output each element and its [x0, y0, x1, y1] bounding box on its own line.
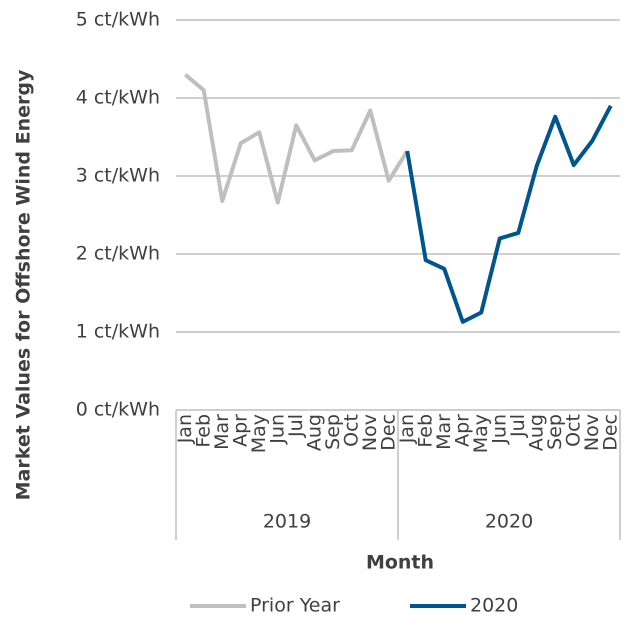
- series-line: [405, 104, 613, 324]
- x-tick-label: Dec: [599, 414, 621, 451]
- x-tick-label: Mar: [433, 414, 455, 450]
- y-tick-label: 2 ct/kWh: [76, 243, 160, 265]
- x-tick-label: Jun: [266, 414, 288, 445]
- legend-label: 2020: [470, 595, 518, 617]
- legend-label: Prior Year: [250, 595, 340, 617]
- x-tick-label: Sep: [322, 414, 344, 450]
- y-axis-label: Market Values for Offshore Wind Energy: [13, 69, 35, 500]
- x-tick-label: Apr: [229, 414, 251, 447]
- x-axis-label: Month: [366, 552, 434, 574]
- x-tick-label: Oct: [562, 414, 584, 447]
- x-tick-label: Dec: [377, 414, 399, 451]
- x-tick-label: Feb: [192, 414, 214, 448]
- y-tick-label: 1 ct/kWh: [76, 321, 160, 343]
- group-label: 2020: [485, 511, 533, 533]
- x-tick-label: Aug: [525, 414, 547, 451]
- x-tick-label: Sep: [544, 414, 566, 450]
- x-tick-label: May: [470, 414, 492, 453]
- x-tick-label: Apr: [451, 414, 473, 447]
- series-line: [183, 73, 409, 205]
- x-tick-label: Mar: [211, 414, 233, 450]
- y-tick-label: 0 ct/kWh: [76, 399, 160, 421]
- x-tick-label: Jun: [488, 414, 510, 445]
- x-tick-label: Jul: [285, 414, 307, 438]
- y-tick-label: 5 ct/kWh: [76, 9, 160, 31]
- group-label: 2019: [263, 511, 311, 533]
- x-tick-label: Aug: [303, 414, 325, 451]
- y-tick-label: 3 ct/kWh: [76, 165, 160, 187]
- x-tick-label: Jul: [507, 414, 529, 438]
- x-tick-label: Nov: [581, 414, 603, 451]
- x-tick-label: May: [248, 414, 270, 453]
- x-tick-label: Feb: [414, 414, 436, 448]
- x-tick-label: Oct: [340, 414, 362, 447]
- x-tick-label: Jan: [174, 414, 196, 444]
- x-tick-label: Nov: [359, 414, 381, 451]
- x-tick-label: Jan: [396, 414, 418, 444]
- y-tick-label: 4 ct/kWh: [76, 87, 160, 109]
